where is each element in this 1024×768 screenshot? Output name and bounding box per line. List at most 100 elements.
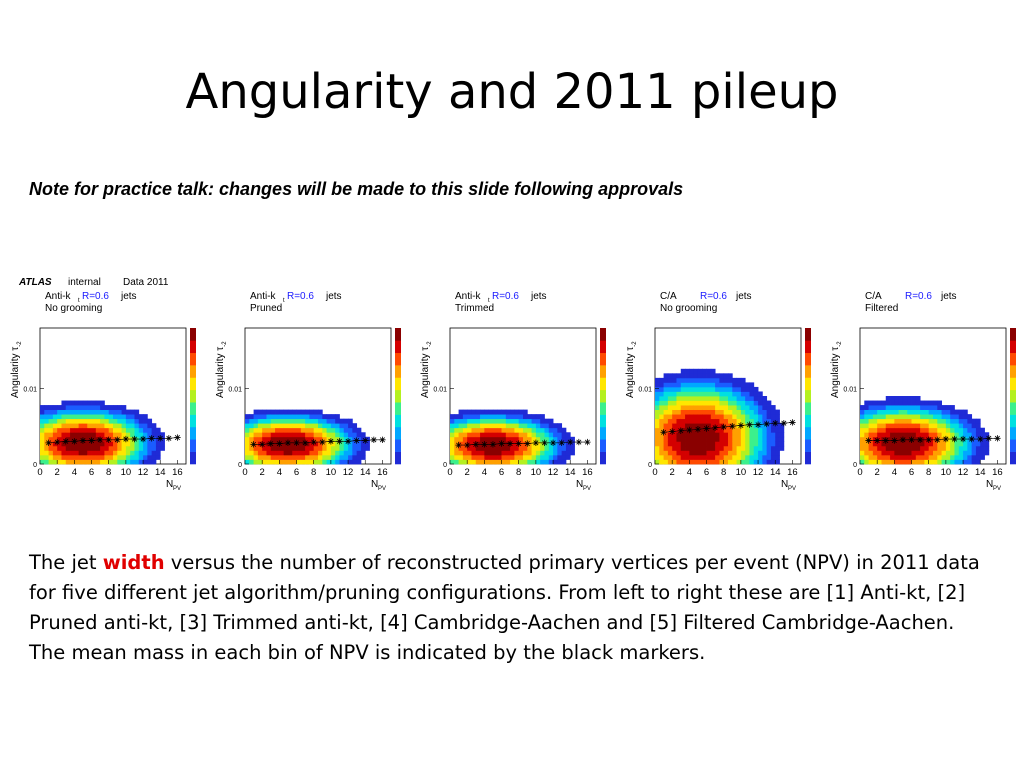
heatmap-cell	[492, 432, 498, 438]
heatmap-cell	[462, 414, 468, 420]
x-tick-label: 4	[482, 467, 487, 478]
heatmap-cell	[715, 436, 720, 442]
heatmap-cell	[130, 441, 135, 447]
color-scale-step	[190, 451, 196, 465]
heatmap-cell	[659, 409, 664, 415]
heatmap-cell	[484, 427, 490, 433]
heatmap-cell	[736, 441, 742, 447]
heatmap-cell	[715, 382, 720, 388]
heatmap-cell	[950, 405, 955, 410]
heatmap-cell	[775, 432, 780, 438]
heatmap-cell	[57, 454, 62, 460]
heatmap-cell	[898, 423, 904, 429]
heatmap-cell	[82, 432, 88, 438]
heatmap-cell	[680, 409, 686, 415]
heatmap-cell	[877, 423, 882, 429]
heatmap-cell	[898, 445, 904, 451]
heatmap-cell	[685, 400, 690, 406]
heatmap-cell	[945, 409, 951, 415]
color-scale-step	[600, 365, 606, 378]
heatmap-cell	[958, 445, 964, 451]
heatmap-cell	[672, 391, 677, 397]
heatmap-cell	[890, 432, 895, 438]
heatmap-cell	[462, 409, 468, 415]
x-axis-label-subscript: PV	[993, 486, 1001, 492]
heatmap-cell	[121, 418, 127, 424]
heatmap-cell	[710, 441, 716, 447]
heatmap-cell	[514, 454, 520, 460]
heatmap-cell	[160, 432, 165, 438]
heatmap-cell	[732, 450, 737, 456]
heatmap-cell	[249, 454, 254, 460]
heatmap-cell	[488, 423, 494, 429]
heatmap-cell	[497, 459, 502, 465]
heatmap-cell	[527, 418, 532, 424]
color-scale-step	[190, 389, 196, 403]
heatmap-cell	[697, 418, 703, 424]
heatmap-cell	[535, 445, 541, 451]
heatmap-cell	[958, 427, 964, 433]
heatmap-cell	[352, 454, 358, 460]
x-tick-label: 4	[277, 467, 282, 478]
heatmap-cell	[527, 427, 532, 433]
heatmap-cell	[697, 441, 703, 447]
heatmap-cell	[902, 409, 908, 415]
heatmap-cell	[138, 432, 144, 438]
heatmap-cell	[663, 436, 669, 442]
mean-marker	[994, 435, 1001, 442]
caption-lead: The jet	[29, 551, 103, 574]
heatmap-cell	[309, 436, 315, 442]
heatmap-cell	[134, 445, 140, 451]
heatmap-cell	[95, 436, 101, 442]
heatmap-cell	[715, 459, 720, 465]
heatmap-cell	[928, 405, 934, 410]
heatmap-cell	[689, 432, 695, 438]
heatmap-cell	[963, 423, 968, 429]
heatmap-cell	[753, 409, 759, 415]
color-scale-bar	[395, 328, 401, 465]
heatmap-cell	[292, 409, 297, 415]
x-tick-label: 10	[121, 467, 132, 478]
heatmap-cell	[565, 450, 571, 456]
heatmap-cell	[770, 405, 776, 410]
heatmap-cell	[151, 450, 157, 456]
heatmap-cell	[898, 459, 904, 465]
heatmap-cell	[531, 432, 537, 438]
color-scale-step	[805, 389, 811, 403]
heatmap-cell	[121, 450, 127, 456]
x-tick-label: 6	[89, 467, 94, 478]
heatmap-cell	[147, 427, 153, 433]
heatmap-cell	[728, 445, 733, 451]
heatmap-cell	[877, 441, 882, 447]
heatmap-cell	[868, 400, 874, 406]
heatmap-cell	[48, 427, 54, 433]
heatmap-cell	[894, 450, 900, 456]
heatmap-cell	[732, 391, 737, 397]
heatmap-cell	[283, 414, 289, 420]
heatmap-cell	[706, 418, 712, 424]
heatmap-cell	[719, 400, 725, 406]
heatmap-cell	[745, 405, 750, 410]
heatmap-cell	[864, 405, 869, 410]
heatmap-cell	[881, 414, 887, 420]
heatmap-cell	[680, 382, 686, 388]
heatmap-cell	[318, 450, 323, 456]
heatmap-cell	[44, 436, 49, 442]
heatmap-cell	[672, 418, 677, 424]
heatmap-cell	[160, 445, 165, 451]
heatmap-cell	[245, 436, 250, 442]
heatmap-cell	[715, 396, 720, 401]
heatmap-cell	[108, 441, 114, 447]
heatmap-cell	[510, 427, 515, 433]
heatmap-cell	[44, 450, 49, 456]
heatmap-cell	[548, 423, 554, 429]
heatmap-cell	[296, 454, 302, 460]
mean-marker-line	[868, 438, 998, 441]
heatmap-cell	[57, 441, 62, 447]
heatmap-cell	[270, 450, 276, 456]
x-axis-label-subscript: PV	[173, 486, 181, 492]
heatmap-cell	[330, 450, 336, 456]
heatmap-cell	[758, 432, 763, 438]
heatmap-cell	[570, 445, 575, 451]
